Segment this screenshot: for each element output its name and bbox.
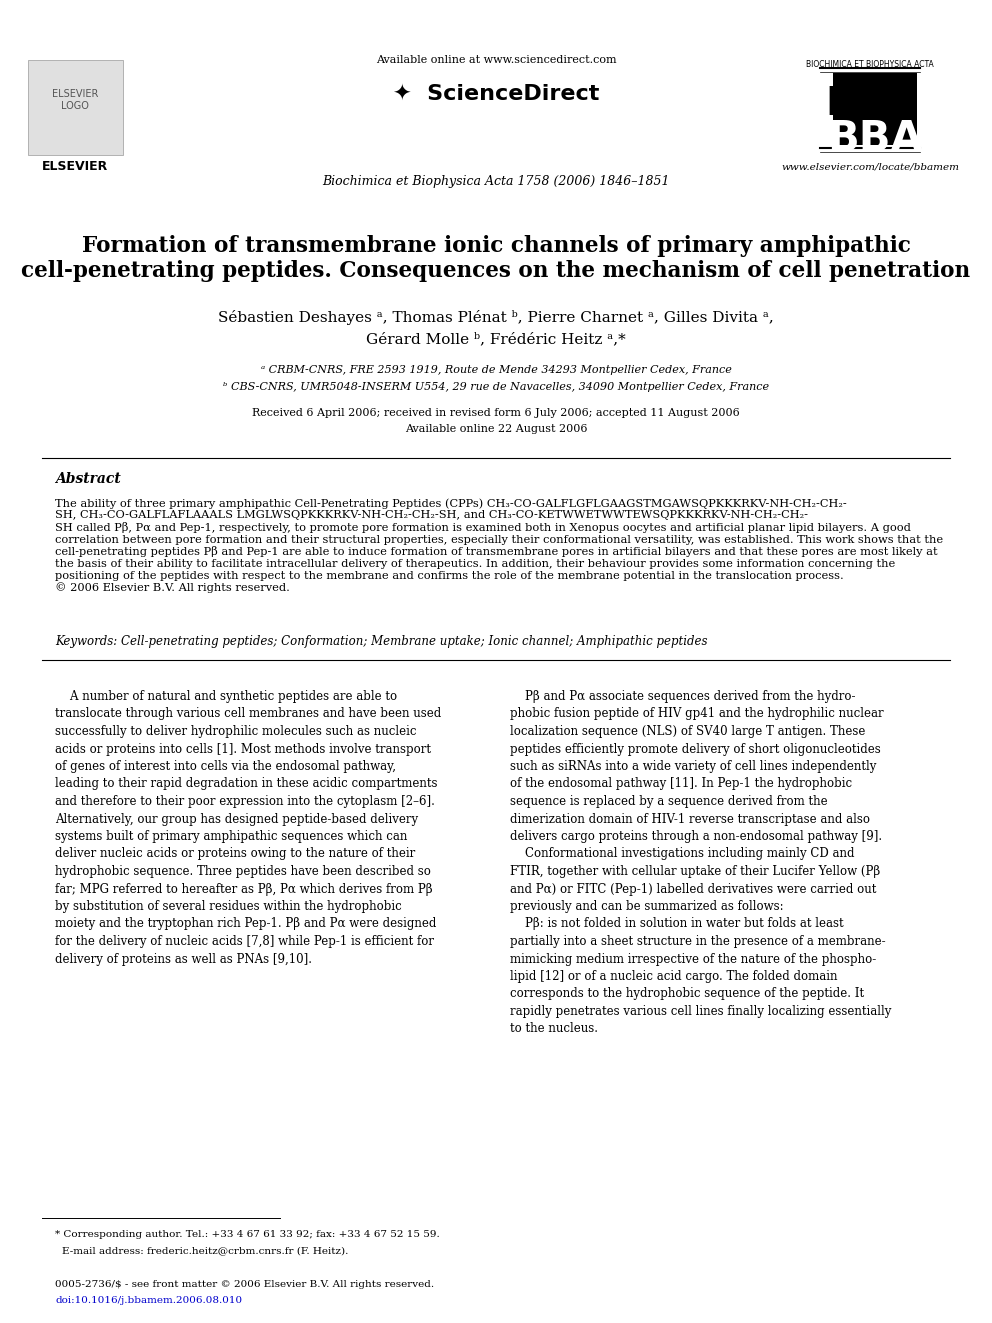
- FancyBboxPatch shape: [833, 73, 917, 146]
- Text: Biochimica et Biophysica Acta 1758 (2006) 1846–1851: Biochimica et Biophysica Acta 1758 (2006…: [322, 175, 670, 188]
- Text: doi:10.1016/j.bbamem.2006.08.010: doi:10.1016/j.bbamem.2006.08.010: [55, 1297, 242, 1304]
- Text: ᵇ CBS-CNRS, UMR5048-INSERM U554, 29 rue de Navacelles, 34090 Montpellier Cedex, : ᵇ CBS-CNRS, UMR5048-INSERM U554, 29 rue …: [223, 382, 769, 392]
- Text: The ability of three primary amphipathic Cell-Penetrating Peptides (CPPs) CH₃-CO: The ability of three primary amphipathic…: [55, 497, 943, 593]
- Text: Available online at www.sciencedirect.com: Available online at www.sciencedirect.co…: [376, 56, 616, 65]
- Text: www.elsevier.com/locate/bbamem: www.elsevier.com/locate/bbamem: [781, 163, 959, 172]
- Text: Formation of transmembrane ionic channels of primary amphipathic: Formation of transmembrane ionic channel…: [81, 235, 911, 257]
- Text: A number of natural and synthetic peptides are able to
translocate through vario: A number of natural and synthetic peptid…: [55, 691, 441, 966]
- Text: cell-penetrating peptides. Consequences on the mechanism of cell penetration: cell-penetrating peptides. Consequences …: [22, 261, 970, 282]
- Text: ELSEVIER
LOGO: ELSEVIER LOGO: [52, 89, 98, 111]
- Text: ✦  ScienceDirect: ✦ ScienceDirect: [393, 85, 599, 105]
- Text: Keywords: Cell-penetrating peptides; Conformation; Membrane uptake; Ionic channe: Keywords: Cell-penetrating peptides; Con…: [55, 635, 707, 648]
- Text: Gérard Molle ᵇ, Frédéric Heitz ᵃ,*: Gérard Molle ᵇ, Frédéric Heitz ᵃ,*: [366, 332, 626, 347]
- Text: * Corresponding author. Tel.: +33 4 67 61 33 92; fax: +33 4 67 52 15 59.: * Corresponding author. Tel.: +33 4 67 6…: [55, 1230, 439, 1240]
- Text: BIOCHIMICA ET BIOPHYSICA ACTA: BIOCHIMICA ET BIOPHYSICA ACTA: [806, 60, 933, 69]
- Text: 0005-2736/$ - see front matter © 2006 Elsevier B.V. All rights reserved.: 0005-2736/$ - see front matter © 2006 El…: [55, 1279, 434, 1289]
- FancyBboxPatch shape: [28, 60, 123, 155]
- Text: ᵃ CRBM-CNRS, FRE 2593 1919, Route de Mende 34293 Montpellier Cedex, France: ᵃ CRBM-CNRS, FRE 2593 1919, Route de Men…: [261, 365, 731, 374]
- Text: Pβ and Pα associate sequences derived from the hydro-
phobic fusion peptide of H: Pβ and Pα associate sequences derived fr…: [510, 691, 892, 1036]
- Text: Abstract: Abstract: [55, 472, 121, 486]
- Text: Available online 22 August 2006: Available online 22 August 2006: [405, 423, 587, 434]
- Text: E-mail address: frederic.heitz@crbm.cnrs.fr (F. Heitz).: E-mail address: frederic.heitz@crbm.cnrs…: [62, 1246, 348, 1256]
- Text: BBA: BBA: [825, 85, 915, 123]
- Text: ELSEVIER: ELSEVIER: [42, 160, 108, 173]
- Text: BBA: BBA: [827, 118, 923, 160]
- Text: Sébastien Deshayes ᵃ, Thomas Plénat ᵇ, Pierre Charnet ᵃ, Gilles Divita ᵃ,: Sébastien Deshayes ᵃ, Thomas Plénat ᵇ, P…: [218, 310, 774, 325]
- Text: Received 6 April 2006; received in revised form 6 July 2006; accepted 11 August : Received 6 April 2006; received in revis…: [252, 407, 740, 418]
